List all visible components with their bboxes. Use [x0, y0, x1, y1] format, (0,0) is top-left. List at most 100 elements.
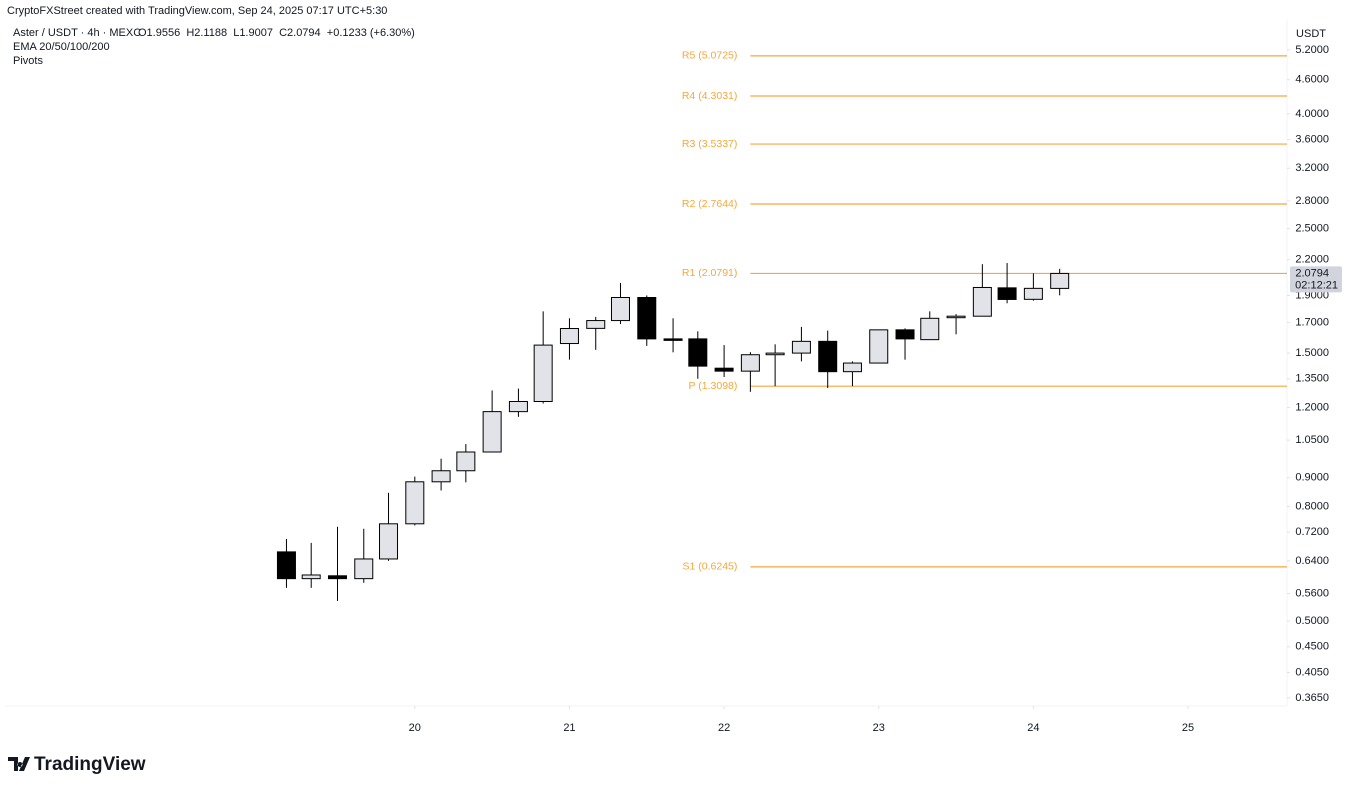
candle [714, 345, 734, 377]
candle [663, 318, 683, 353]
y-tick-label: 0.6400 [1295, 555, 1329, 567]
candle-body [456, 451, 476, 472]
candle [508, 388, 528, 417]
last-price-label: 2.0794 [1295, 267, 1329, 279]
y-tick-label: 4.0000 [1295, 108, 1329, 120]
candle-body [508, 401, 528, 413]
x-tick-label: 24 [1027, 722, 1039, 734]
candle [1050, 268, 1070, 296]
x-tick-label: 21 [563, 722, 575, 734]
candle-body [586, 320, 606, 329]
candle-body [869, 329, 889, 364]
candle [431, 458, 451, 491]
candle [818, 330, 838, 389]
candle-body [920, 317, 940, 341]
pivot-label: R2 (2.7644) [682, 198, 737, 210]
y-tick-label: 4.6000 [1295, 74, 1329, 86]
candle [276, 539, 296, 588]
candle [482, 390, 502, 453]
y-tick-label: 0.7200 [1295, 526, 1329, 538]
y-tick-label: 5.2000 [1295, 44, 1329, 56]
candle-body [972, 286, 992, 317]
candle [379, 492, 399, 561]
ohlc-legend: O1.9556 H2.1188 L1.9007 C2.0794 +0.1233 … [138, 27, 415, 39]
candle [740, 352, 760, 392]
candle-body [431, 470, 451, 483]
candle-body [610, 296, 630, 322]
y-tick-label: 3.6000 [1295, 133, 1329, 145]
candle-body [354, 558, 374, 580]
candle-body [327, 575, 347, 580]
candle-body [637, 296, 657, 340]
candle-body [997, 287, 1017, 300]
pivot-label: R4 (4.3031) [682, 90, 737, 102]
indicator-label: Pivots [13, 55, 43, 67]
candle [842, 361, 862, 387]
y-tick-label: 0.5600 [1295, 587, 1329, 599]
last-price-tag [1290, 266, 1342, 293]
logo-icon [8, 757, 30, 771]
y-tick-label: 0.5000 [1295, 615, 1329, 627]
candle-body [818, 340, 838, 373]
y-tick-label: 2.8000 [1295, 195, 1329, 207]
candle-body [301, 574, 321, 580]
y-tick-label: 0.3650 [1295, 692, 1329, 704]
y-tick-label: 1.0500 [1295, 434, 1329, 446]
pivot-label: P (1.3098) [689, 380, 738, 392]
candle-body [533, 344, 553, 403]
y-tick-label: 0.9000 [1295, 472, 1329, 484]
candle [869, 329, 889, 364]
candle-body [842, 362, 862, 373]
pivot-label: R1 (2.0791) [682, 267, 737, 279]
indicator-label: EMA 20/50/100/200 [13, 41, 110, 53]
candle [533, 311, 553, 404]
candle [327, 526, 347, 601]
candle-body [663, 338, 683, 341]
candle-body [276, 551, 296, 580]
x-tick-label: 22 [718, 722, 730, 734]
y-tick-label: 0.4050 [1295, 666, 1329, 678]
pivot-label: R5 (5.0725) [682, 50, 737, 62]
candle-body [379, 523, 399, 560]
candle-body [946, 315, 966, 319]
candle-body [1050, 272, 1070, 289]
y-tick-label: 1.2000 [1295, 401, 1329, 413]
candle [610, 282, 630, 325]
candle-body [714, 367, 734, 372]
candle [791, 326, 811, 362]
y-tick-label: 0.4500 [1295, 641, 1329, 653]
candle [405, 476, 425, 526]
candle-body [895, 329, 915, 340]
pivot-label: S1 (0.6245) [683, 561, 738, 573]
candle [972, 264, 992, 317]
candle-body [482, 411, 502, 453]
candle-body [740, 354, 760, 372]
candle [946, 314, 966, 335]
y-tick-label: 1.3500 [1295, 373, 1329, 385]
y-tick-label: 3.2000 [1295, 162, 1329, 174]
x-tick-label: 25 [1182, 722, 1194, 734]
candle-body [559, 328, 579, 345]
countdown: 02:12:21 [1295, 279, 1338, 291]
y-tick-label: 2.5000 [1295, 222, 1329, 234]
x-tick-label: 23 [873, 722, 885, 734]
candle-body [405, 481, 425, 525]
attribution: CryptoFXStreet created with TradingView.… [7, 5, 387, 17]
candle [301, 542, 321, 588]
y-tick-label: 1.5000 [1295, 347, 1329, 359]
candle [456, 444, 476, 483]
y-unit: USDT [1296, 28, 1326, 40]
candle [765, 344, 785, 387]
candle [637, 295, 657, 346]
candle-body [765, 352, 785, 356]
y-tick-label: 1.7000 [1295, 316, 1329, 328]
candle [586, 316, 606, 350]
y-tick-label: 0.8000 [1295, 500, 1329, 512]
symbol-title: Aster / USDT · 4h · MEXC [13, 27, 141, 39]
y-tick-label: 2.2000 [1295, 254, 1329, 266]
candle [688, 331, 708, 379]
candle-body [791, 340, 811, 354]
pivot-label: R3 (3.5337) [682, 138, 737, 150]
brand-name: TradingView [34, 754, 146, 775]
